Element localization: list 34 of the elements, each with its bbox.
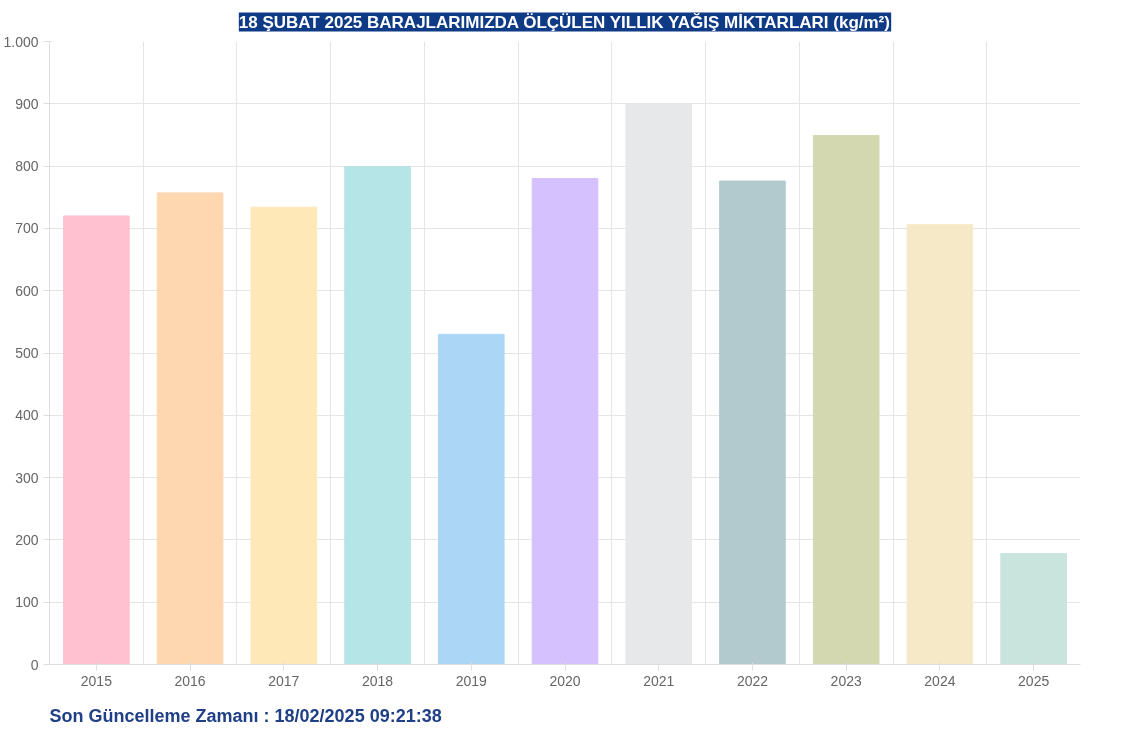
x-tick-label: 2019 [455,672,488,689]
x-tick-label: 2017 [268,672,300,689]
bar [1000,553,1067,665]
bar [63,215,130,665]
y-tick-label: 1.000 [3,33,39,50]
bar [812,135,880,665]
bar [906,224,974,665]
x-tick-label: 2025 [1018,672,1050,689]
y-tick-label: 800 [15,158,39,175]
bar [437,333,505,665]
x-tick-label: 2016 [174,672,206,689]
chart-title: 18 ŞUBAT 2025 BARAJLARIMIZDA ÖLÇÜLEN YILLIK YAĞIŞ MİKTARLARI (kg/m²) [238,12,890,32]
y-tick-label: 100 [15,594,39,611]
bar [344,166,411,665]
bar [531,178,599,665]
x-tick-label: 2023 [830,672,862,689]
y-tick-label: 900 [15,95,39,112]
x-tick-label: 2024 [924,672,956,689]
x-tick-label: 2020 [549,672,581,689]
x-tick-label: 2022 [736,672,769,689]
x-tick-label: 2015 [80,672,113,689]
y-tick-label: 500 [15,345,39,361]
y-tick-label: 400 [15,407,39,424]
y-tick-label: 600 [15,282,39,299]
x-tick-label: 2021 [643,672,675,689]
bar [156,192,224,665]
y-tick-label: 200 [15,531,39,548]
bar [250,206,318,665]
bar [719,180,786,665]
x-tick-label: 2018 [361,672,394,689]
y-tick-label: 300 [15,469,39,486]
text: Son Güncelleme Zamanı : 18/02/2025 09:21:38 [49,705,442,726]
y-tick-label: 0 [30,656,39,673]
y-tick-label: 700 [15,220,39,237]
